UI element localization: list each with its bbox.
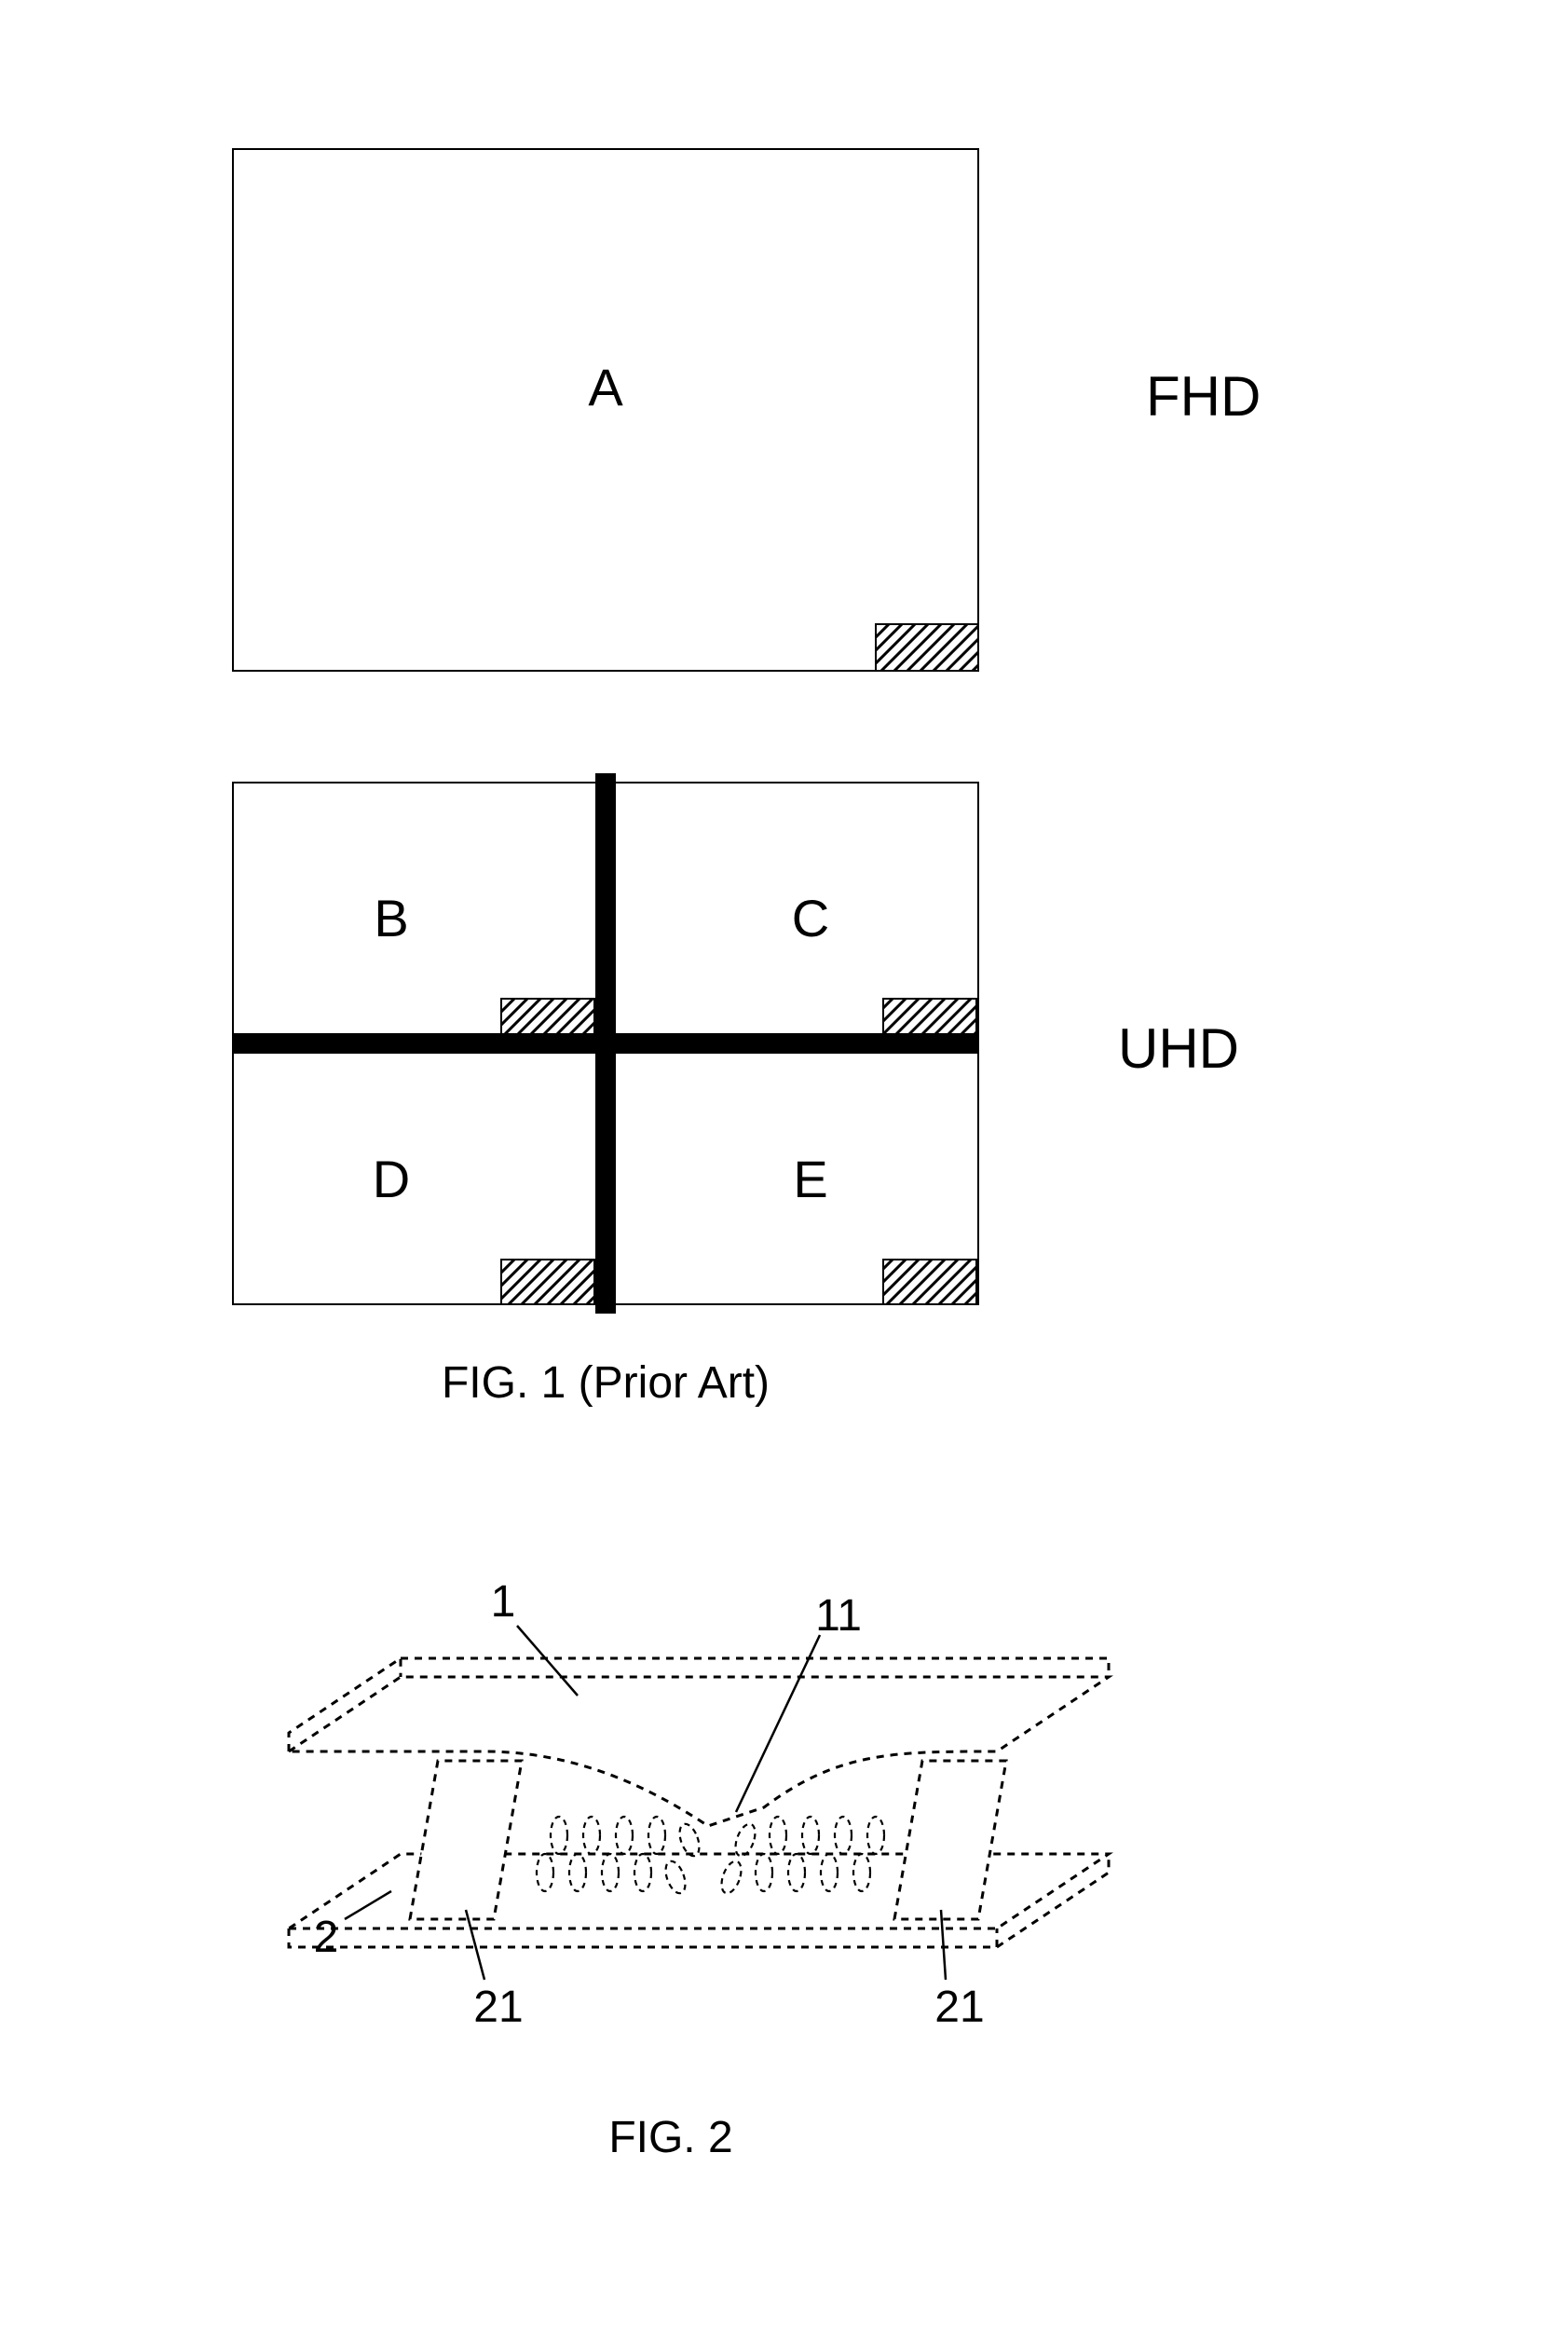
uhd-panel-label-c: C	[792, 889, 829, 947]
fhd-side-label: FHD	[1146, 365, 1261, 428]
fig2-bottom-plate-edge	[289, 1928, 997, 1947]
fig2-label-2: 2	[314, 1913, 339, 1962]
uhd-hatch-chip	[501, 1260, 594, 1304]
uhd-hatch-chip	[883, 1260, 976, 1304]
fig2-leader-2	[345, 1891, 391, 1919]
fig2-label-1: 1	[491, 1577, 516, 1627]
fig2-bottom-plate-edge-right	[997, 1854, 1109, 1947]
fig2-top-plate-edge-back	[401, 1658, 1109, 1677]
fig2-spacer-left	[410, 1761, 522, 1919]
fig2-lc-molecules	[537, 1817, 884, 1896]
fig2-label-21-left: 21	[473, 1983, 523, 2032]
uhd-panel-label-b: B	[374, 889, 408, 947]
fig2-label-21-right: 21	[934, 1983, 984, 2032]
fig1-caption: FIG. 1 (Prior Art)	[442, 1358, 770, 1408]
fig1-fhd-group: A FHD	[233, 149, 1261, 671]
fig2-group: 1 11 2 21 21	[289, 1577, 1109, 2032]
fhd-hatch-chip	[876, 624, 978, 671]
fig2-spacer-right	[894, 1761, 1006, 1919]
uhd-hatch-chip	[501, 999, 594, 1043]
fhd-panel-label: A	[588, 358, 623, 416]
uhd-side-label: UHD	[1118, 1017, 1239, 1080]
uhd-panel-label-e: E	[793, 1150, 827, 1208]
diagram-svg: A FHD B C D E UHD FIG. 1 (Prior Art)	[0, 0, 1568, 2330]
fig1-uhd-group: B C D E UHD	[233, 773, 1239, 1314]
fig2-label-11: 11	[815, 1591, 862, 1641]
page: A FHD B C D E UHD FIG. 1 (Prior Art)	[0, 0, 1568, 2330]
uhd-hatch-chip	[883, 999, 976, 1043]
uhd-panel-label-d: D	[373, 1150, 410, 1208]
fig2-caption: FIG. 2	[608, 2113, 732, 2162]
uhd-horizontal-divider	[233, 1033, 978, 1054]
